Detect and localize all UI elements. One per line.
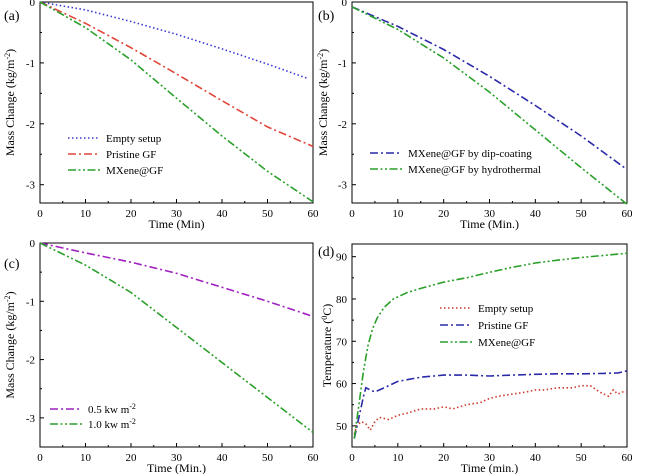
series-line-1 <box>353 384 627 435</box>
y-axis-label: Mass Change (kg/m-2) <box>3 291 17 398</box>
legend-label: Pristine GF <box>106 149 156 161</box>
x-tick-label: 0 <box>349 208 355 220</box>
legend-label: Empty setup <box>478 303 534 315</box>
x-tick-label: 20 <box>438 452 450 464</box>
x-tick-label: 10 <box>80 208 92 220</box>
chart-panel-b: 0 10 20 30 40 50 60 0 -1 -2 -3 MXene@GF by dip-coat… <box>316 0 633 231</box>
x-tick-label: 60 <box>622 208 634 220</box>
legend: Empty setup Pristine GF MXene@GF <box>440 303 535 349</box>
series-line-3 <box>39 1 314 203</box>
chart-panel-c: 0 10 20 30 40 50 60 0 -1 -2 -3 0.5 kw m-21.0 kw m-2… <box>3 238 319 474</box>
y-tick-label: 0 <box>30 0 36 9</box>
x-tick-label: 20 <box>126 452 138 464</box>
y-tick-label: 50 <box>336 421 348 433</box>
series-line-1 <box>39 242 314 318</box>
x-tick-label: 40 <box>530 208 542 220</box>
y-tick-label: -2 <box>338 119 347 131</box>
legend-label: MXene@GF by dip-coating <box>408 148 532 160</box>
x-tick-label: 0 <box>349 452 355 464</box>
x-tick-label: 40 <box>217 208 229 220</box>
y-tick-label: -3 <box>26 180 36 192</box>
y-tick-label: -1 <box>26 296 35 308</box>
x-tick-label: 40 <box>217 452 229 464</box>
legend-label: MXene@GF by hydrothermal <box>408 164 541 176</box>
y-axis-label: Temperature (0C) <box>320 304 334 387</box>
x-tick-label: 30 <box>484 208 496 220</box>
x-tick-label: 20 <box>126 208 138 220</box>
y-tick-label: 70 <box>336 336 348 348</box>
x-axis-label: Time (Min) <box>149 217 205 231</box>
y-tick-label: -1 <box>26 58 35 70</box>
series-line-1 <box>39 1 309 80</box>
x-tick-label: 60 <box>308 208 320 220</box>
y-tick-label: 0 <box>30 238 36 250</box>
series-line-2 <box>39 242 314 434</box>
y-axis-label: Mass Change (kg/m-2) <box>316 49 330 156</box>
legend-label: MXene@GF <box>478 337 535 349</box>
series-line-2 <box>353 370 628 439</box>
x-tick-label: 40 <box>530 452 542 464</box>
x-tick-label: 0 <box>37 452 43 464</box>
x-tick-label: 10 <box>80 452 92 464</box>
x-tick-label: 0 <box>37 208 43 220</box>
series-line-1 <box>351 6 628 171</box>
legend-label: Empty setup <box>106 133 162 145</box>
x-tick-label: 30 <box>171 452 183 464</box>
x-tick-label: 50 <box>262 208 274 220</box>
panel-label: (c) <box>4 257 20 272</box>
y-tick-label: -1 <box>338 58 347 70</box>
chart-panel-d: 0 10 20 30 40 50 60 50 60 70 80 90 Empty setup Pristi… <box>318 243 634 474</box>
legend-label: 0.5 kw m-2 <box>88 402 136 416</box>
legend-label-superscript: -2 <box>129 402 136 411</box>
x-tick-label: 10 <box>392 208 404 220</box>
y-tick-label: -2 <box>26 355 35 367</box>
x-tick-label: 30 <box>484 452 496 464</box>
x-axis-label: Time (Min.) <box>460 217 519 231</box>
x-tick-label: 20 <box>438 208 450 220</box>
y-tick-label: -3 <box>26 413 36 425</box>
x-tick-label: 10 <box>392 452 404 464</box>
legend: 0.5 kw m-21.0 kw m-2 <box>50 402 136 431</box>
panel-label: (b) <box>318 9 335 24</box>
x-tick-label: 50 <box>576 452 588 464</box>
legend-label: 1.0 kw m-2 <box>88 417 136 431</box>
plot-frame <box>39 1 314 204</box>
y-tick-label: -3 <box>338 180 348 192</box>
x-axis-label: Time (min.) <box>461 461 519 474</box>
y-axis-label: Mass Change (kg/m-2) <box>3 49 17 156</box>
legend: Empty setup Pristine GF MXene@GF <box>68 133 163 177</box>
x-tick-label: 60 <box>622 452 634 464</box>
y-tick-label: 90 <box>336 252 348 264</box>
panel-label: (a) <box>4 9 20 24</box>
legend: MXene@GF by dip-coating MXene@GF by hydro… <box>370 148 541 176</box>
legend-label-superscript: -2 <box>129 417 136 426</box>
x-tick-label: 60 <box>308 452 320 464</box>
chart-panel-a: 0 10 20 30 40 50 60 0 -1 -2 -3 Empty setup Pristine … <box>3 0 319 231</box>
legend-label: MXene@GF <box>106 165 163 177</box>
series-line-2 <box>39 1 314 148</box>
y-tick-label: 80 <box>336 294 348 306</box>
series-line-2 <box>351 6 628 205</box>
x-axis-label: Time (Min.) <box>147 461 206 474</box>
y-tick-label: 0 <box>342 0 348 9</box>
x-tick-label: 50 <box>262 452 274 464</box>
legend-label: Pristine GF <box>478 320 528 332</box>
series-line-3 <box>353 252 628 439</box>
y-tick-label: 60 <box>336 379 348 391</box>
x-tick-label: 50 <box>576 208 588 220</box>
x-tick-label: 30 <box>171 208 183 220</box>
panel-label: (d) <box>318 245 335 260</box>
y-tick-label: -2 <box>26 119 35 131</box>
